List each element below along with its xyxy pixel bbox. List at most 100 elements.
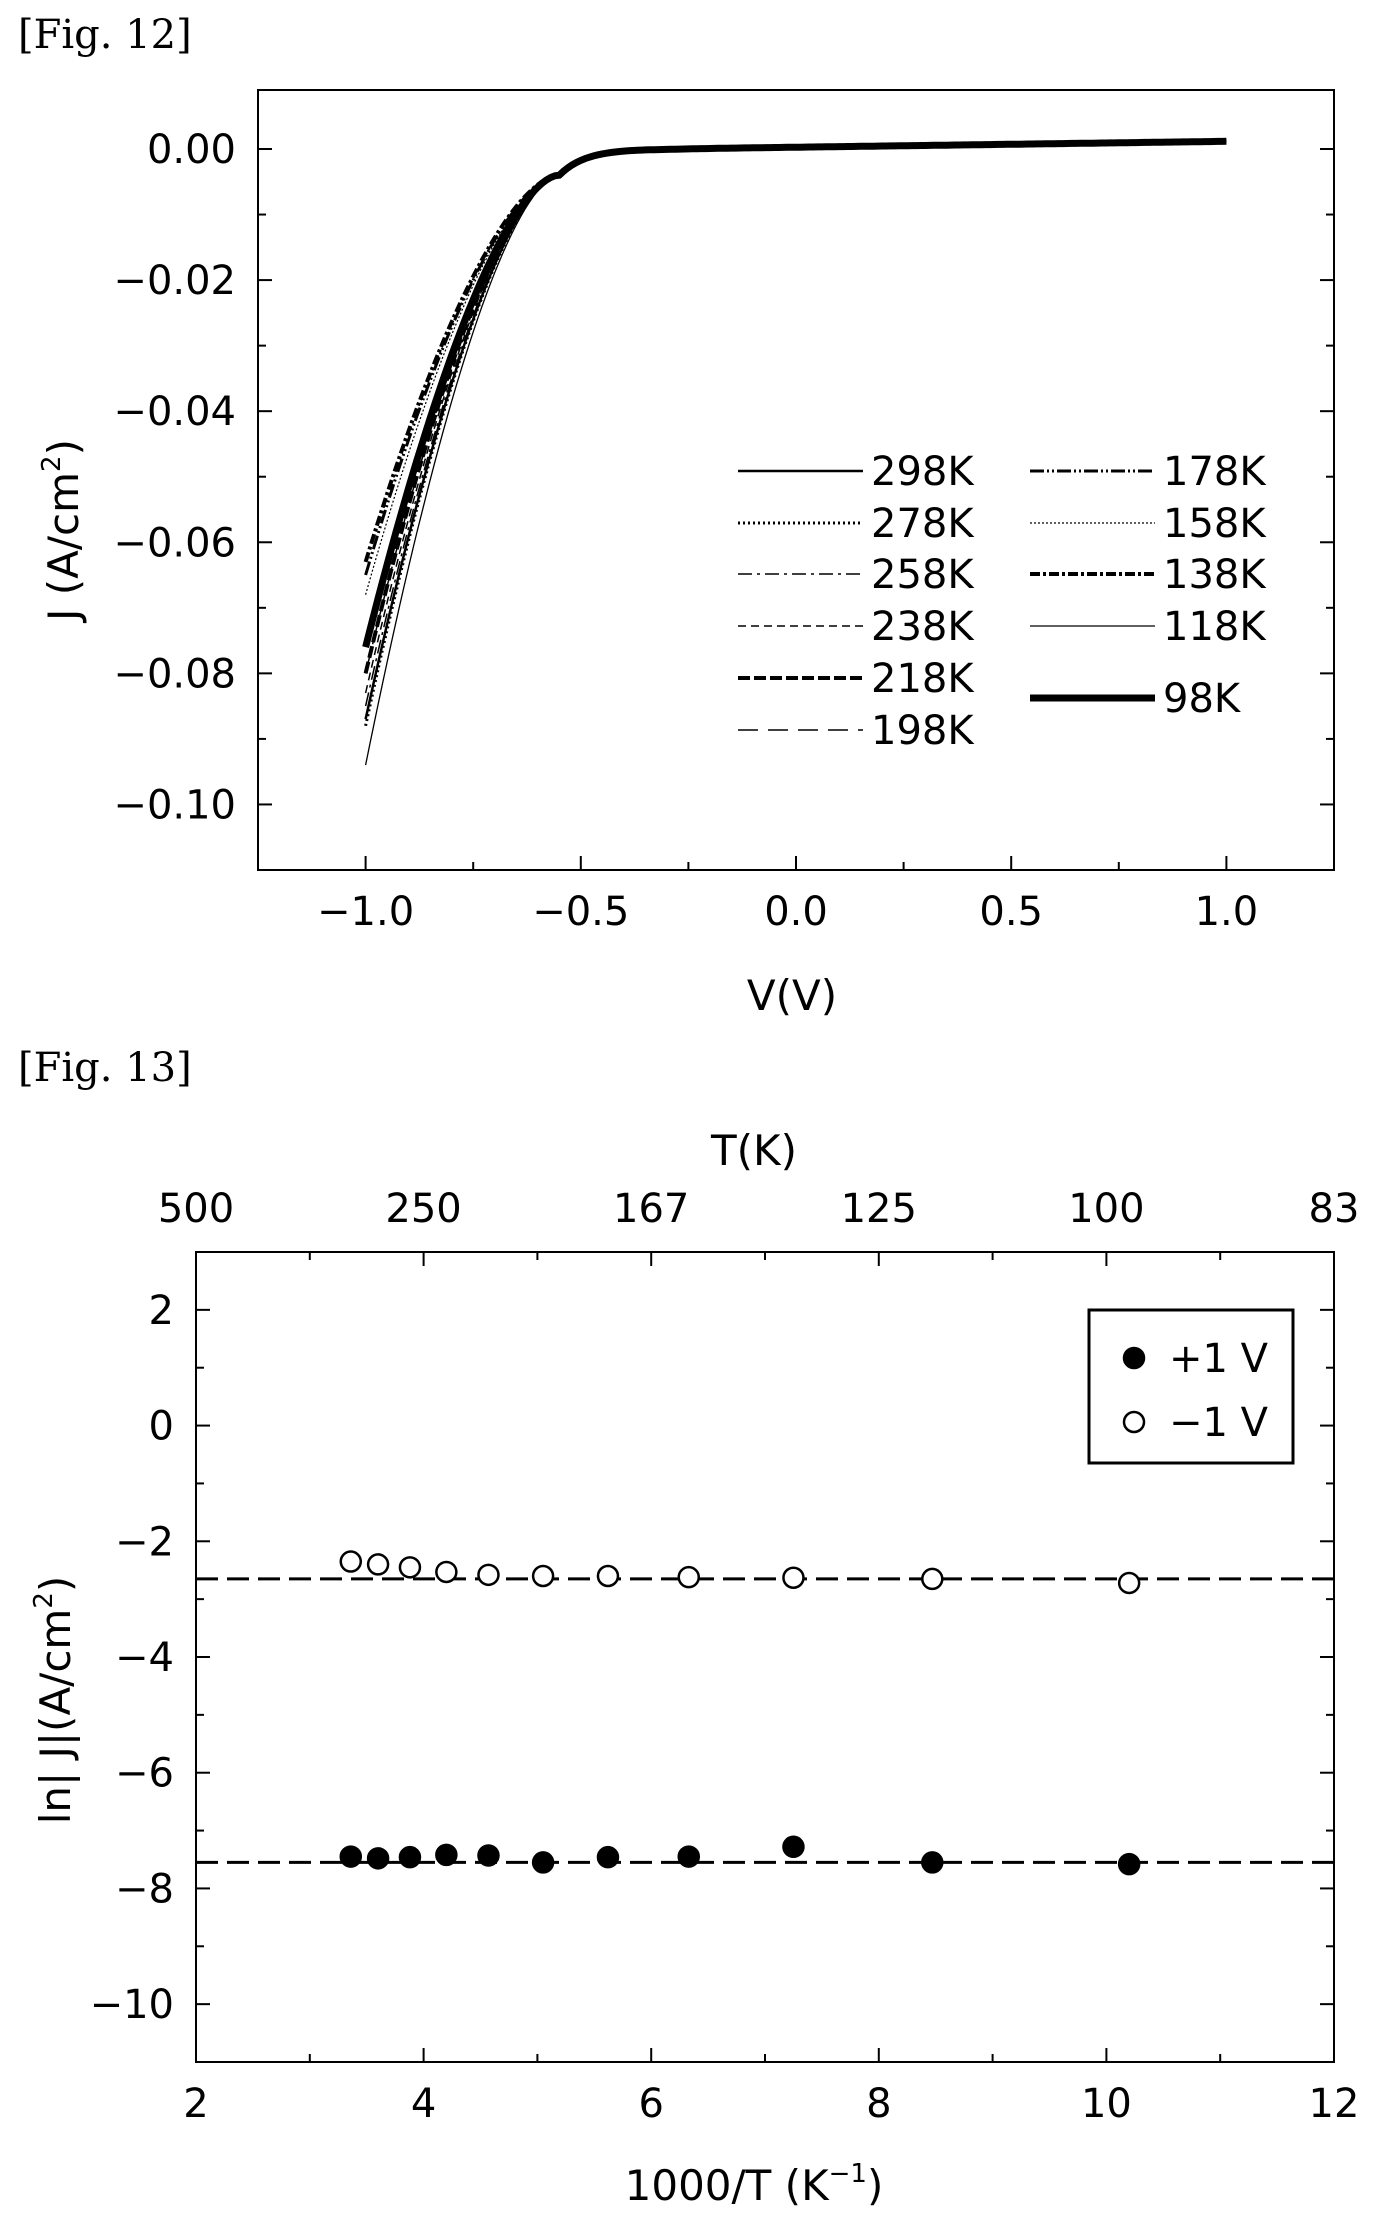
fig12-y-tick-label: −0.04 [113,389,236,435]
fig13-legend-marker [1122,1410,1146,1434]
fig13-point-minus1v [782,1566,805,1589]
fig13-x-tick-label: 6 [638,2081,663,2127]
fig12-curve-158K [365,140,1227,595]
fig12-x-tick-label: 1.0 [1195,889,1259,935]
fig13-point-plus1v [1117,1852,1141,1876]
fig12-curve-278K [364,139,1227,727]
fig13-point-plus1v [366,1847,390,1870]
fig12-curve-198K [364,140,1227,674]
fig13-point-minus1v [596,1564,620,1588]
fig13-y-axis-title-sup: 2 [29,1592,59,1609]
fig13-x-tick-label: 4 [411,2081,436,2127]
fig13-point-plus1v [477,1844,500,1867]
fig12-y-tick-label: 0.00 [147,127,236,173]
fig13-x-axis-title-main: 1000/T (K [625,2161,830,2210]
fig13-point-plus1v [531,1851,555,1874]
fig12-legend-label: 98K [1163,676,1242,722]
fig13-point-minus1v [435,1560,458,1584]
fig13-y-tick-label: −10 [90,1982,174,2028]
fig13-x-axis-title: 1000/T (K−1) [625,2159,884,2210]
fig12-y-tick-label: −0.06 [113,520,236,566]
fig12-y-axis-title: J (A/cm2) [37,439,88,624]
fig13-y-axis-title-main: ln| J|(A/cm [31,1609,80,1825]
fig13-y-tick-label: −6 [115,1751,174,1797]
fig13-y-tick-label: 0 [149,1404,174,1450]
fig12-y-axis-title-tail: ) [39,439,88,455]
fig13-point-plus1v [677,1845,701,1868]
fig13-point-minus1v [921,1567,944,1591]
fig12-y-tick-label: −0.02 [113,258,236,304]
fig13-y-tick-label: −4 [115,1635,174,1681]
fig13-point-minus1v [477,1563,500,1587]
fig12-curve-98K [362,137,1227,648]
fig12-curve-258K [364,140,1227,707]
fig13-y-tick-label: 2 [149,1288,174,1334]
fig13-point-minus1v [677,1565,701,1589]
fig12-legend-label: 298K [871,449,975,495]
fig13-point-plus1v [398,1845,422,1869]
fig13-point-plus1v [339,1845,363,1868]
fig12-legend-label: 198K [871,708,975,754]
fig12-legend-label: 218K [871,656,975,702]
fig12-legend-label: 138K [1163,552,1267,598]
fig13-point-plus1v [921,1851,944,1874]
svg-text:ln| J|(A/cm2): ln| J|(A/cm2) [29,1576,80,1825]
fig13-point-minus1v [366,1553,390,1576]
fig12-x-tick-label: 0.5 [979,889,1043,935]
fig12-curve-298K [364,140,1227,720]
fig12-legend-label: 158K [1163,501,1267,547]
fig12-x-tick-label: −1.0 [317,889,414,935]
fig13-point-minus1v [339,1550,363,1573]
fig13-legend-label: −1 V [1169,1400,1269,1446]
fig12-curve-138K [363,139,1227,563]
fig13-top-tick-label: 167 [613,1186,689,1232]
fig13-point-plus1v [435,1843,458,1867]
fig13-top-tick-label: 500 [158,1186,234,1232]
fig13-y-axis-title-tail: ) [31,1576,80,1592]
fig13-top-axis-title: T(K) [710,1126,797,1175]
fig13-x-tick-label: 10 [1081,2081,1132,2127]
fig13-point-plus1v [782,1835,805,1859]
fig13-top-tick-label: 125 [841,1186,917,1232]
fig12-legend-label: 278K [871,501,975,547]
fig12-legend-label: 118K [1163,604,1267,650]
fig13-legend-marker [1122,1346,1146,1370]
fig13-plot: 2 500 4 250 6 167 8 125 10 100 12 83 2 0 −2 −4 −6 −8 −10 +1… [90,1186,1360,2127]
fig12-plot: −1.0 −0.5 0.0 0.5 1.0 0.00 −0.02 −0.04 −0.06 −0.0… [113,89,1335,935]
fig13-point-plus1v [596,1845,620,1869]
fig13-y-tick-label: −8 [115,1866,174,1912]
fig12-y-axis-title-sup: 2 [37,455,67,472]
fig13-point-minus1v [531,1564,555,1588]
fig13-point-minus1v [1117,1571,1141,1595]
fig12-legend-label: 258K [871,552,975,598]
fig12-legend-label: 178K [1163,449,1267,495]
svg-text:J (A/cm2): J (A/cm2) [37,439,88,624]
fig12-curve-238K [364,140,1227,694]
fig13-legend-label: +1 V [1169,1336,1269,1382]
fig13-x-tick-label: 2 [183,2081,208,2127]
figure-12-label: [Fig. 12] [18,12,192,58]
fig13-x-axis-title-tail: ) [867,2161,883,2210]
fig13-x-tick-label: 12 [1309,2081,1360,2127]
fig12-y-tick-label: −0.10 [113,782,236,828]
fig13-legend-box [1087,1308,1295,1465]
fig12-curve-118K [364,140,1227,766]
fig13-top-tick-label: 83 [1309,1186,1360,1232]
fig12-curve-178K [364,139,1227,576]
fig12-y-axis-title-main: J (A/cm [39,472,88,624]
fig13-top-tick-label: 250 [385,1186,461,1232]
fig12-x-tick-label: −0.5 [532,889,629,935]
fig12-legend-label: 238K [871,604,975,650]
fig12-curve-218K [363,139,1227,674]
fig13-x-axis-title-sup: −1 [829,2159,867,2189]
fig13-x-tick-label: 8 [866,2081,891,2127]
fig12-y-tick-label: −0.08 [113,651,236,697]
fig13-top-tick-label: 100 [1068,1186,1144,1232]
fig13-point-minus1v [398,1556,422,1579]
fig13-y-axis-title: ln| J|(A/cm2) [29,1576,80,1825]
fig13-y-tick-label: −2 [115,1519,174,1565]
fig12-x-axis-title: V(V) [747,971,837,1020]
figure-13-label: [Fig. 13] [18,1045,192,1091]
fig12-x-tick-label: 0.0 [764,889,828,935]
